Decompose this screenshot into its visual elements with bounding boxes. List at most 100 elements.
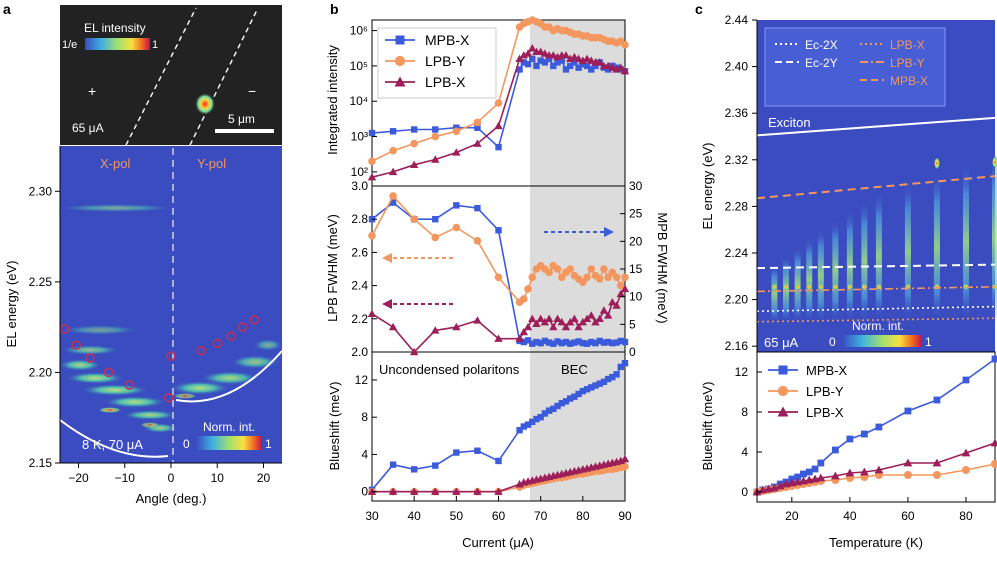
point-mpb-x — [554, 338, 561, 345]
point-mpb-x — [600, 378, 608, 385]
c-hot-spot — [846, 283, 853, 290]
point-lpb-x — [367, 172, 377, 181]
point-lpb-x — [515, 54, 524, 63]
point-mpb-x — [588, 338, 595, 346]
a-x-tick-label: 10 — [211, 471, 225, 485]
point-lpb-x — [775, 481, 785, 490]
point-lpb-y — [431, 132, 440, 141]
b-x-tick-label: 40 — [407, 509, 421, 523]
point-lpb-x — [561, 51, 571, 59]
c-top-y-tick-label: 2.28 — [725, 199, 749, 213]
a-peak-marker — [237, 322, 248, 332]
inset-scalebar — [215, 129, 274, 133]
point-mpb-x — [621, 338, 629, 346]
c-legend-label: LPB-X — [890, 38, 925, 52]
point-mpb-x — [592, 382, 599, 389]
point-mpb-x — [516, 66, 523, 73]
c-bot-y-tick-label: 12 — [735, 365, 749, 379]
point-lpb-x — [582, 314, 592, 322]
point-mpb-x — [571, 59, 578, 66]
c-hot-spot — [933, 157, 940, 170]
a-map-features — [56, 204, 283, 433]
point-mpb-x — [800, 470, 807, 478]
point-lpb-y — [621, 40, 629, 49]
c-hot-spot — [783, 283, 790, 290]
point-mpb-x — [368, 129, 376, 137]
c-top-y-tick-label: 2.44 — [725, 13, 749, 27]
c-temperature-stripe — [875, 190, 882, 323]
a-dispersion-curve-left — [59, 419, 169, 458]
b-series — [367, 16, 630, 496]
point-lpb-x — [620, 454, 630, 463]
point-mpb-x — [474, 204, 481, 212]
point-lpb-x — [578, 317, 588, 326]
point-lpb-y — [368, 232, 376, 240]
point-mpb-x — [558, 400, 565, 407]
point-mpb-x — [541, 410, 549, 417]
point-mpb-x — [583, 62, 591, 70]
c-colorbar-min: 0 — [829, 335, 836, 349]
point-lpb-y — [494, 99, 503, 107]
point-mpb-x — [562, 398, 570, 405]
point-mpb-x — [860, 430, 868, 438]
c-legend-bottom-label: LPB-Y — [806, 384, 844, 399]
point-mpb-x — [545, 407, 553, 414]
point-mpb-x — [533, 338, 540, 346]
point-lpb-y — [616, 281, 625, 290]
c-line-exciton — [756, 116, 996, 137]
point-mpb-x — [529, 55, 536, 63]
a-peak-marker — [212, 338, 223, 349]
c-top-y-tick-label: 2.20 — [725, 293, 749, 307]
point-lpb-y — [595, 275, 604, 283]
point-lpb-x — [990, 438, 997, 447]
point-lpb-x — [431, 155, 440, 163]
point-lpb-x — [452, 487, 461, 495]
point-mpb-x — [604, 338, 612, 346]
point-mpb-x — [529, 340, 536, 347]
a-peak-marker — [163, 392, 174, 403]
point-lpb-x — [595, 314, 604, 322]
point-mpb-x — [410, 126, 418, 133]
b-mid-y-tick-label: 2.4 — [351, 279, 368, 293]
point-mpb-x — [395, 35, 405, 45]
point-mpb-x — [817, 459, 825, 467]
c-colorbar — [842, 335, 922, 347]
point-lpb-y — [452, 127, 461, 136]
point-mpb-x — [558, 57, 565, 64]
point-lpb-x — [561, 322, 571, 331]
point-mpb-x — [579, 387, 587, 395]
point-mpb-x — [575, 390, 582, 398]
b-x-tick-label: 50 — [450, 509, 464, 523]
point-lpb-x — [515, 334, 524, 342]
point-lpb-y — [903, 471, 912, 479]
point-mpb-x — [495, 227, 502, 234]
point-lpb-x — [830, 471, 840, 480]
b-mid-ylabel-right: MPB FWHM (meV) — [655, 212, 670, 323]
b-mid-y-tick-label: 2.8 — [351, 212, 368, 226]
point-lpb-y — [368, 157, 376, 166]
point-mpb-x — [575, 338, 582, 345]
panel-a-label: a — [3, 1, 11, 17]
c-x-tick-label: 40 — [843, 509, 857, 523]
point-mpb-x — [495, 143, 502, 151]
point-lpb-x — [452, 322, 461, 331]
point-lpb-x — [612, 301, 621, 309]
inset-boundary-left — [125, 7, 197, 146]
c-bot-y-tick-label: 8 — [741, 405, 748, 419]
c-hot-spot — [794, 283, 801, 290]
point-lpb-x — [616, 456, 625, 465]
point-lpb-x — [816, 473, 826, 482]
point-mpb-x — [554, 402, 561, 410]
c-hot-spot — [861, 283, 868, 290]
c-x-tick-label: 80 — [959, 509, 973, 523]
a-peak-marker — [249, 315, 260, 325]
point-lpb-y — [389, 192, 397, 200]
point-lpb-x — [494, 487, 503, 495]
b-x-tick-label: 60 — [492, 509, 506, 523]
b-mid-y-tick-label-right: 20 — [629, 234, 643, 248]
point-mpb-x — [410, 466, 418, 473]
point-mpb-x — [389, 461, 397, 468]
b-mid-y-tick-label: 2.2 — [351, 312, 368, 326]
point-mpb-x — [520, 423, 527, 430]
